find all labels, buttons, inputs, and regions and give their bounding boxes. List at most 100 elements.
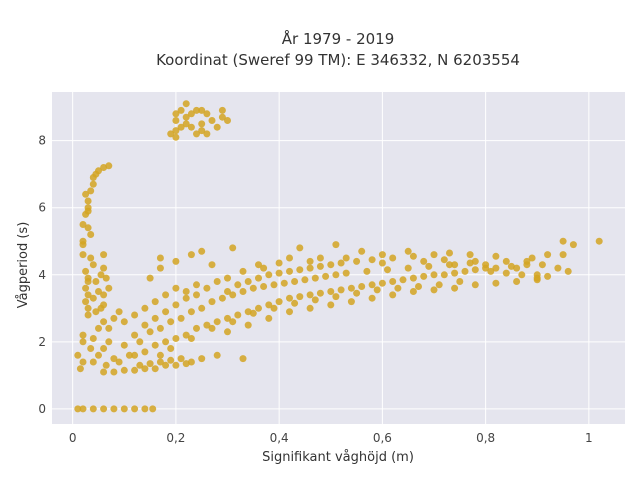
data-point [89, 261, 97, 269]
data-point [513, 278, 521, 285]
data-point [131, 311, 139, 319]
data-point [327, 288, 335, 295]
data-point [435, 281, 443, 289]
data-point [306, 264, 314, 272]
data-point [451, 284, 459, 292]
data-point [255, 261, 262, 269]
data-point [492, 252, 500, 260]
data-point [84, 304, 92, 312]
plot-area [52, 92, 625, 424]
data-point [213, 123, 221, 131]
data-point [89, 405, 97, 413]
x-tick-label: 0,2 [166, 431, 185, 445]
data-point [100, 405, 108, 413]
data-point [492, 264, 500, 272]
data-point [229, 244, 237, 252]
data-point [332, 293, 340, 301]
data-point [569, 241, 577, 249]
data-point [131, 405, 139, 413]
data-point [136, 361, 144, 369]
data-point [87, 345, 95, 352]
data-point [564, 267, 572, 275]
data-point [172, 127, 180, 135]
data-point [353, 257, 361, 265]
data-point [110, 405, 118, 413]
data-point [378, 259, 386, 267]
data-point [218, 113, 226, 121]
data-point [120, 366, 128, 374]
data-point [100, 318, 108, 326]
data-point [368, 294, 376, 302]
data-point [286, 294, 293, 302]
data-point [100, 345, 108, 352]
data-point [131, 331, 139, 339]
data-point [451, 269, 459, 277]
data-point [239, 267, 247, 275]
data-point [358, 283, 366, 290]
data-point [110, 368, 118, 376]
y-tick-label: 2 [38, 335, 46, 349]
data-point [347, 284, 355, 292]
data-point [193, 291, 200, 299]
data-point [347, 298, 355, 306]
data-point [420, 257, 428, 265]
data-point [198, 247, 206, 255]
data-point [198, 120, 206, 128]
data-point [203, 321, 211, 329]
data-point [203, 110, 211, 118]
data-point [151, 341, 159, 349]
data-point [316, 289, 324, 297]
data-point [224, 274, 231, 282]
data-point [425, 262, 433, 270]
data-point [440, 271, 448, 279]
data-point [234, 311, 242, 319]
data-point [291, 299, 299, 307]
data-point [146, 274, 154, 282]
data-point [208, 117, 216, 124]
data-point [487, 267, 495, 275]
data-point [115, 358, 123, 366]
data-point [105, 338, 113, 346]
data-point [430, 251, 438, 259]
data-point [151, 314, 159, 322]
data-point [162, 338, 170, 346]
data-point [275, 269, 283, 277]
data-point [84, 224, 92, 232]
data-point [342, 254, 350, 262]
data-point [270, 304, 278, 312]
data-point [482, 261, 490, 269]
data-point [198, 106, 206, 114]
data-point [415, 283, 422, 290]
data-point [141, 348, 149, 356]
data-point [296, 266, 304, 274]
data-point [89, 294, 97, 302]
data-point [105, 324, 113, 332]
data-point [79, 405, 87, 413]
x-axis-label: Signifikant våghöjd (m) [262, 450, 414, 465]
data-point [82, 190, 90, 198]
data-point [559, 251, 567, 259]
data-point [74, 405, 82, 413]
x-tick-label: 0,8 [476, 431, 495, 445]
data-point [156, 358, 164, 366]
data-point [518, 271, 526, 279]
data-point [255, 274, 262, 282]
data-point [177, 355, 185, 363]
data-point [87, 254, 95, 262]
data-point [538, 261, 546, 269]
data-point [79, 251, 87, 259]
data-point [342, 269, 350, 277]
chart-title-line1: År 1979 - 2019 [282, 29, 395, 48]
data-point [306, 257, 314, 265]
data-point [446, 261, 453, 269]
data-point [218, 294, 226, 302]
data-point [311, 296, 319, 304]
data-point [384, 266, 391, 274]
data-point [149, 405, 157, 413]
data-point [404, 247, 412, 255]
data-point [84, 204, 92, 212]
data-point [167, 130, 175, 138]
data-point [466, 259, 474, 267]
data-point [332, 271, 340, 279]
